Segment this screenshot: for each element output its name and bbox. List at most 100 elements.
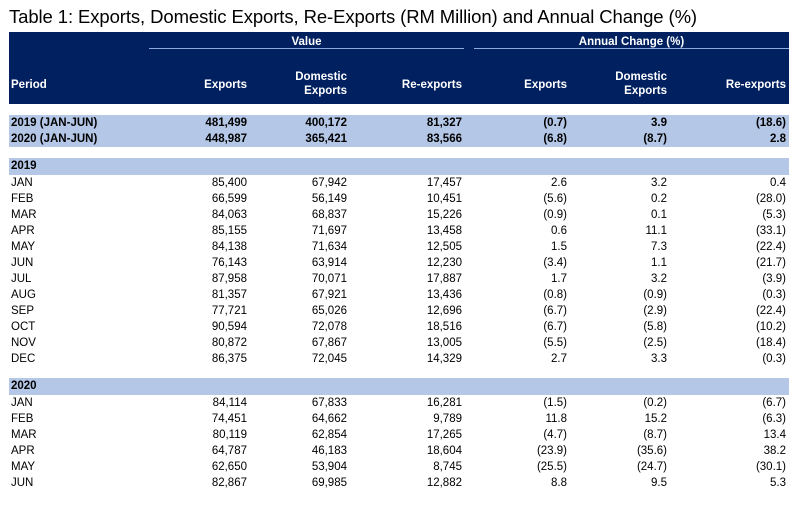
period-cell: AUG	[11, 289, 36, 301]
domestic-exports-cell: 365,421	[305, 133, 347, 145]
section-header: 2020	[9, 378, 789, 395]
exports-change-cell: 0.6	[551, 225, 567, 237]
exports-change-cell: 1.5	[551, 241, 567, 253]
exports-change-cell: (6.7)	[543, 305, 567, 317]
re-exports-change-cell: (30.1)	[755, 461, 786, 473]
re-exports-cell: 15,226	[426, 209, 462, 221]
re-exports-cell: 12,230	[426, 257, 462, 269]
col-header-change-re-exports: Re-exports	[725, 79, 786, 91]
table-row: JUN 82,867 69,985 12,882 8.8 9.5 5.3	[9, 475, 789, 491]
re-exports-cell: 17,887	[426, 273, 462, 285]
period-cell: FEB	[11, 193, 34, 205]
re-exports-change-cell: (22.4)	[755, 305, 786, 317]
period-cell: SEP	[11, 305, 35, 317]
exports-change-cell: 1.7	[551, 273, 567, 285]
exports-change-cell: (6.8)	[543, 133, 567, 145]
period-cell: MAY	[11, 241, 36, 253]
exports-change-cell: 8.8	[551, 477, 567, 489]
exports-cell: 448,987	[205, 133, 247, 145]
exports-change-cell: (25.5)	[536, 461, 567, 473]
exports-cell: 64,787	[211, 445, 247, 457]
col-header-period: Period	[11, 79, 47, 91]
exports-cell: 481,499	[205, 117, 247, 129]
table-row: MAR 84,063 68,837 15,226 (0.9) 0.1 (5.3)	[9, 207, 789, 223]
re-exports-cell: 10,451	[426, 193, 462, 205]
exports-change-cell: (0.9)	[543, 209, 567, 221]
re-exports-change-cell: (6.7)	[762, 397, 786, 409]
table-row: FEB 74,451 64,662 9,789 11.8 15.2 (6.3)	[9, 411, 789, 427]
period-cell: MAR	[11, 209, 37, 221]
re-exports-change-cell: 38.2	[763, 445, 786, 457]
domestic-exports-cell: 72,045	[311, 353, 347, 365]
domestic-exports-cell: 400,172	[305, 117, 347, 129]
domestic-exports-cell: 68,837	[311, 209, 347, 221]
exports-change-cell: (5.6)	[543, 193, 567, 205]
period-cell: DEC	[11, 353, 36, 365]
col-header-line: Exports	[624, 85, 667, 97]
exports-cell: 82,867	[211, 477, 247, 489]
exports-cell: 85,400	[211, 177, 247, 189]
domestic-exports-cell: 56,149	[311, 193, 347, 205]
domestic-exports-change-cell: 15.2	[644, 413, 667, 425]
period-cell: FEB	[11, 413, 34, 425]
domestic-exports-cell: 46,183	[311, 445, 347, 457]
re-exports-cell: 83,566	[426, 133, 462, 145]
domestic-exports-cell: 65,026	[311, 305, 347, 317]
section-header: 2019	[9, 158, 789, 175]
exports-cell: 86,375	[211, 353, 247, 365]
exports-change-cell: (4.7)	[543, 429, 567, 441]
domestic-exports-change-cell: (0.2)	[643, 397, 667, 409]
domestic-exports-change-cell: (8.7)	[643, 133, 667, 145]
exports-cell: 90,594	[211, 321, 247, 333]
table-row: SEP 77,721 65,026 12,696 (6.7) (2.9) (22.4)	[9, 303, 789, 319]
col-header-line: Exports	[304, 85, 347, 97]
domestic-exports-change-cell: 3.3	[651, 353, 667, 365]
exports-cell: 66,599	[211, 193, 247, 205]
domestic-exports-change-cell: (8.7)	[643, 429, 667, 441]
period-cell: 2020 (JAN-JUN)	[11, 133, 98, 145]
domestic-exports-change-cell: 1.1	[651, 257, 667, 269]
re-exports-change-cell: (28.0)	[755, 193, 786, 205]
period-cell: OCT	[11, 321, 36, 333]
table-row: MAR 80,119 62,854 17,265 (4.7) (8.7) 13.4	[9, 427, 789, 443]
exports-change-cell: 2.7	[551, 353, 567, 365]
exports-change-cell: (0.8)	[543, 289, 567, 301]
col-header-change-domestic-exports: Domestic Exports	[615, 70, 667, 98]
exports-cell: 74,451	[211, 413, 247, 425]
table-row: 2019 (JAN-JUN) 481,499 400,172 81,327 (0.7) 3…	[9, 115, 789, 131]
table-row: AUG 81,357 67,921 13,436 (0.8) (0.9) (0.3)	[9, 287, 789, 303]
re-exports-change-cell: (0.3)	[762, 289, 786, 301]
domestic-exports-cell: 63,914	[311, 257, 347, 269]
domestic-exports-cell: 71,634	[311, 241, 347, 253]
exports-change-cell: 2.6	[551, 177, 567, 189]
col-header-line: Domestic	[295, 71, 347, 83]
domestic-exports-change-cell: 7.3	[651, 241, 667, 253]
domestic-exports-cell: 67,867	[311, 337, 347, 349]
table-row: JAN 84,114 67,833 16,281 (1.5) (0.2) (6.7)	[9, 395, 789, 411]
table-row: NOV 80,872 67,867 13,005 (5.5) (2.5) (18.4)	[9, 335, 789, 351]
exports-cell: 62,650	[211, 461, 247, 473]
exports-cell: 84,063	[211, 209, 247, 221]
table-header: Value Annual Change (%) Period Exports D…	[9, 32, 789, 104]
exports-cell: 81,357	[211, 289, 247, 301]
group-header-value: Value	[291, 36, 322, 48]
domestic-exports-change-cell: (2.9)	[643, 305, 667, 317]
exports-change-cell: 11.8	[545, 413, 567, 425]
exports-change-cell: (23.9)	[536, 445, 567, 457]
exports-change-cell: (3.4)	[543, 257, 567, 269]
exports-cell: 80,872	[211, 337, 247, 349]
domestic-exports-change-cell: (2.5)	[643, 337, 667, 349]
exports-cell: 76,143	[211, 257, 247, 269]
re-exports-change-cell: (10.2)	[755, 321, 786, 333]
re-exports-change-cell: (18.4)	[755, 337, 786, 349]
data-table: Value Annual Change (%) Period Exports D…	[9, 32, 789, 491]
re-exports-change-cell: (5.3)	[762, 209, 786, 221]
re-exports-change-cell: 13.4	[763, 429, 786, 441]
exports-cell: 77,721	[211, 305, 247, 317]
table-title: Table 1: Exports, Domestic Exports, Re-E…	[9, 6, 697, 27]
col-header-change-exports: Exports	[524, 79, 567, 91]
re-exports-cell: 81,327	[426, 117, 462, 129]
period-cell: JAN	[11, 397, 33, 409]
section-label: 2020	[11, 380, 37, 392]
exports-cell: 85,155	[211, 225, 247, 237]
